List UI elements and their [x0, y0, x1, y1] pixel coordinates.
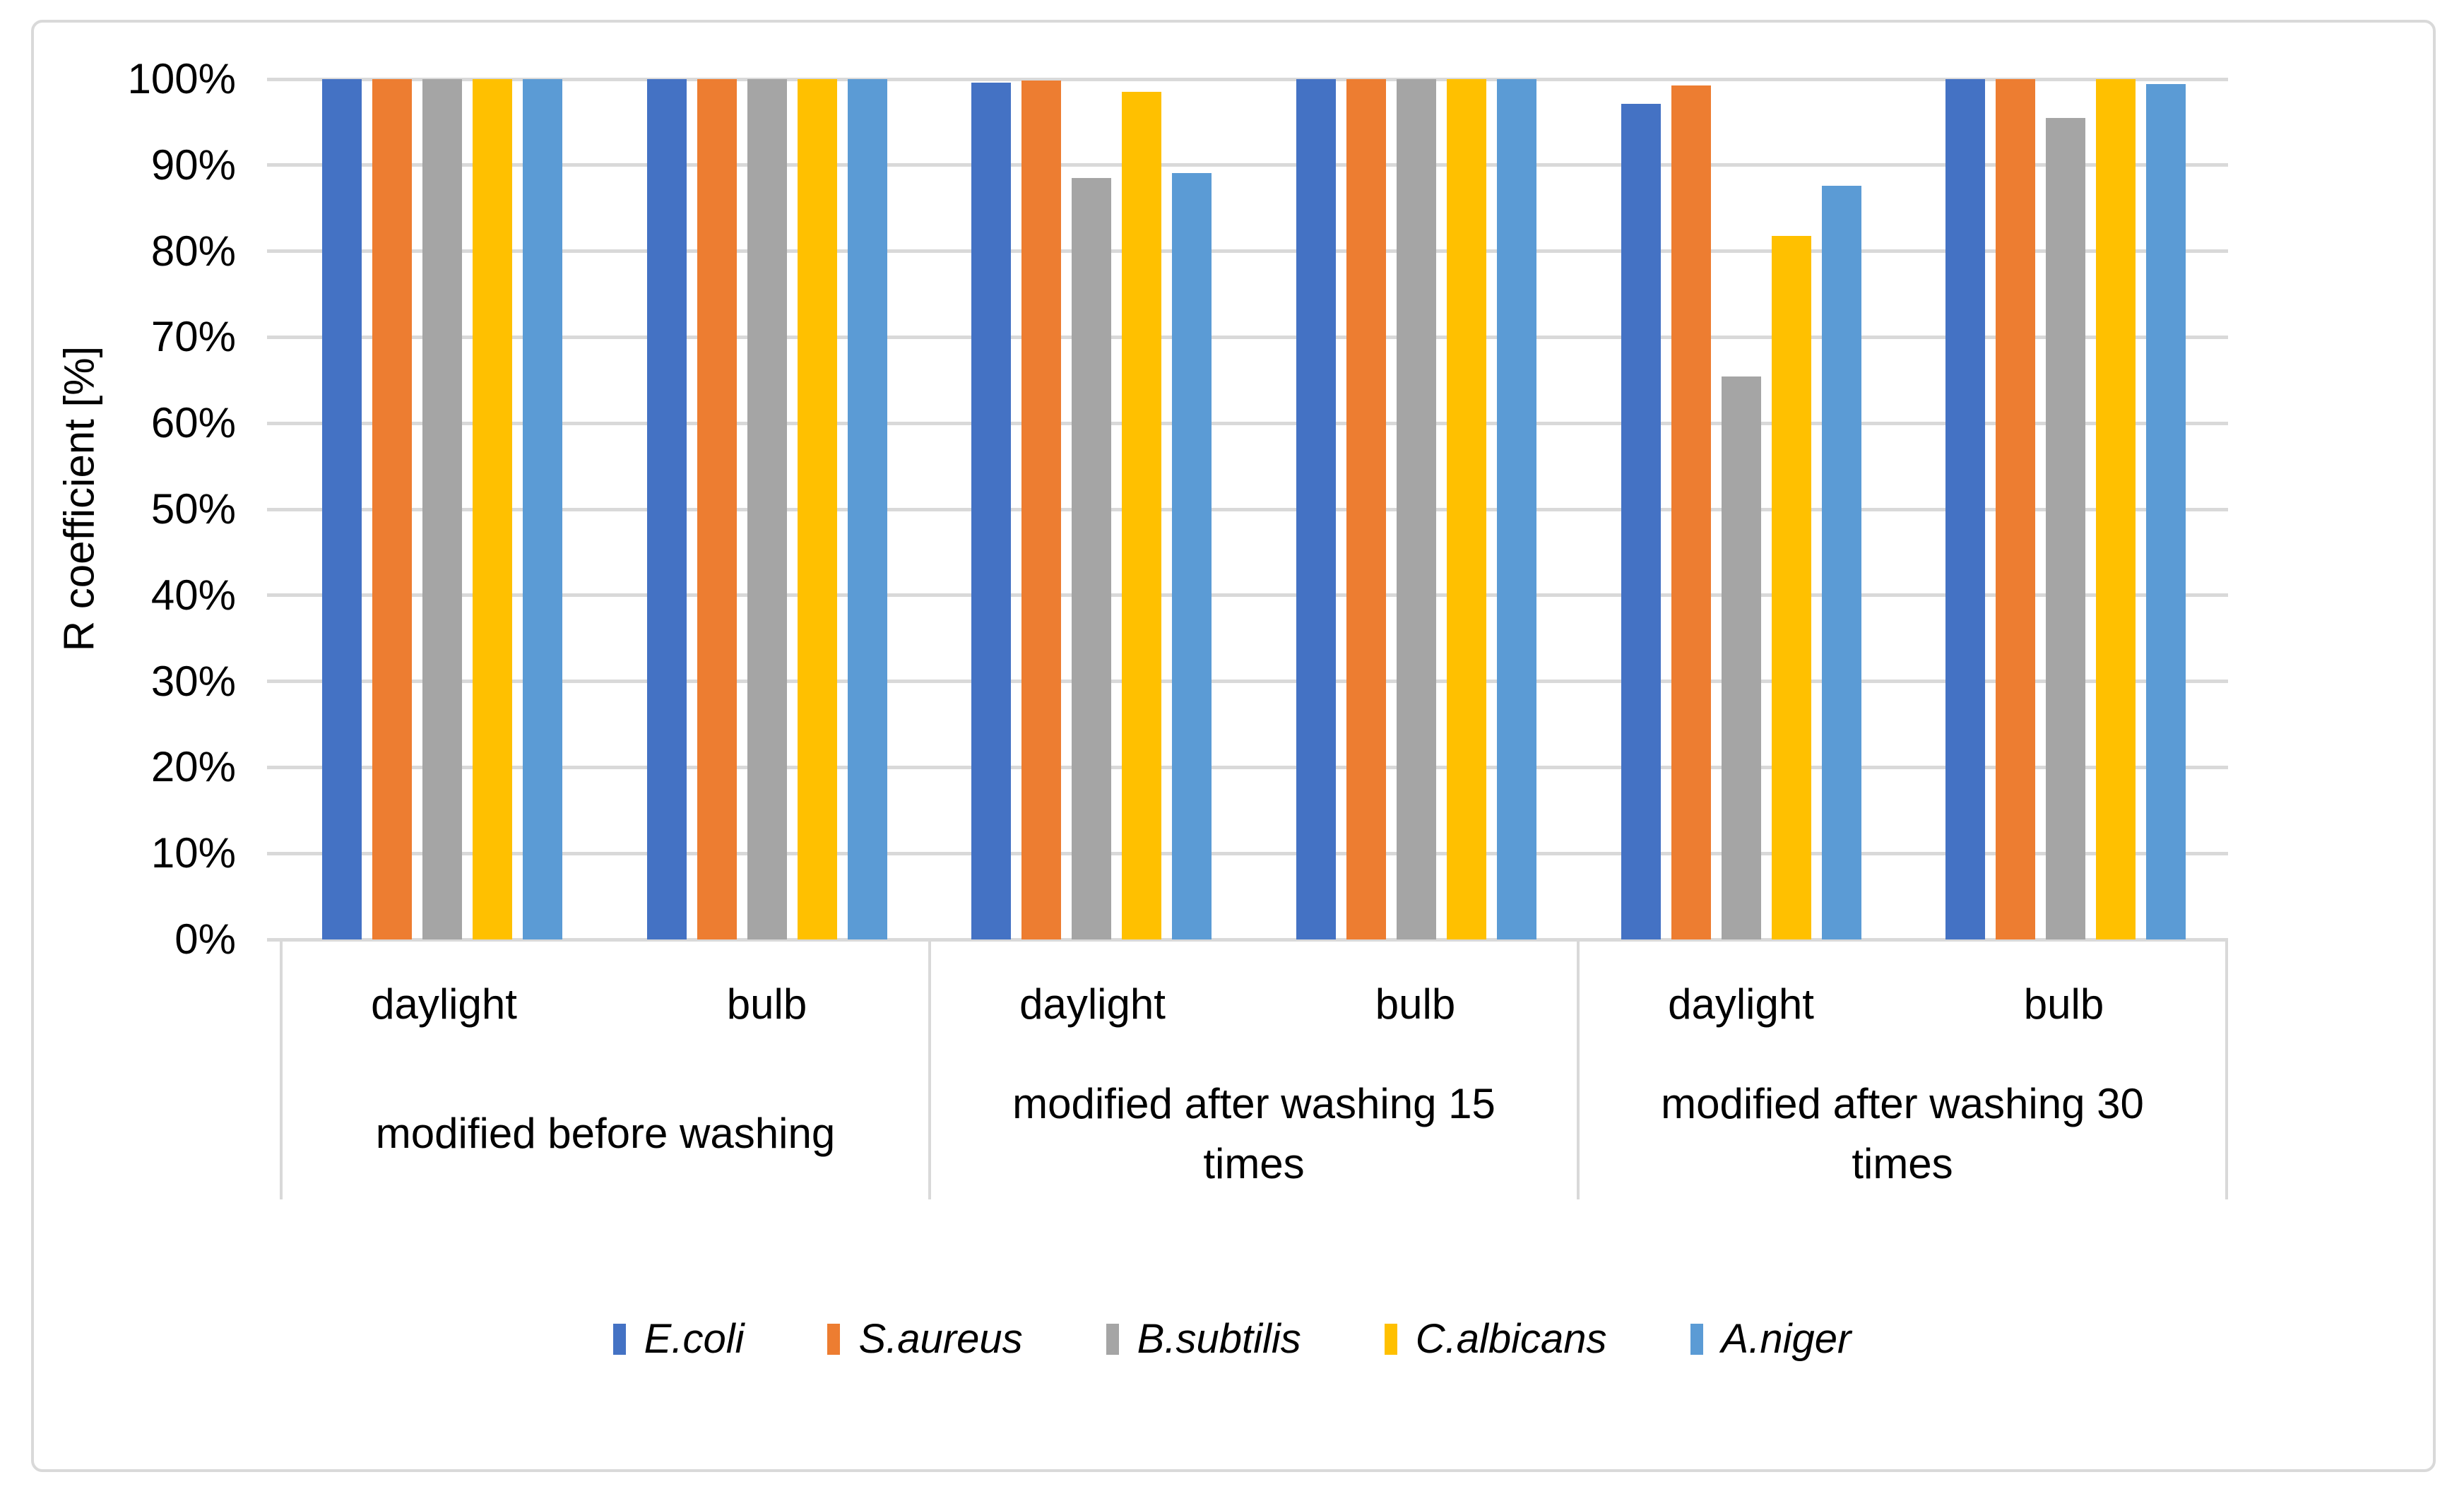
legend-item-s-aureus: S.aureus	[827, 1315, 1023, 1363]
legend-marker-icon	[612, 1323, 626, 1355]
bar-c-albicans-cat0	[472, 79, 512, 939]
bar-s-aureus-cat2	[1021, 81, 1062, 939]
bar-b-subtilis-cat3	[1396, 79, 1436, 939]
y-axis-tick-labels: 0% 10% 20% 30% 40% 50% 60% 70% 80% 90% 100%	[0, 0, 236, 1489]
y-tick-label-50: 50%	[150, 485, 236, 533]
y-tick-label-20: 20%	[150, 743, 236, 791]
gridline-10	[267, 851, 2228, 855]
axis-group-label-wrap-0: modified before washing	[283, 1068, 928, 1199]
bar-series-area	[280, 79, 2228, 939]
legend-marker-icon	[827, 1323, 841, 1355]
legend-label: A.niger	[1721, 1316, 1852, 1362]
axis-group-1: daylight bulb modified after washing 15 ti…	[928, 939, 1577, 1199]
bar-s-aureus-cat4	[1671, 85, 1711, 939]
bar-a-niger-cat0	[522, 79, 562, 939]
bar-e-coli-cat4	[1621, 104, 1661, 939]
legend-item-e-coli: E.coli	[612, 1315, 745, 1363]
legend-label: C.albicans	[1415, 1316, 1607, 1362]
gridline-50	[267, 507, 2228, 511]
bar-e-coli-cat2	[971, 82, 1012, 939]
category-cell-1	[605, 79, 930, 939]
y-tick-label-70: 70%	[150, 313, 236, 361]
y-tick-label-10: 10%	[150, 829, 236, 877]
y-tick-label-80: 80%	[150, 227, 236, 275]
gridline-0	[267, 937, 2228, 942]
legend-label: B.subtilis	[1137, 1316, 1301, 1362]
gridline-70	[267, 335, 2228, 339]
axis-sublabel-2-1: bulb	[2023, 980, 2104, 1028]
category-cell-4	[1579, 79, 1904, 939]
axis-sublabel-1-0: daylight	[1019, 980, 1166, 1028]
axis-group-0: daylight bulb modified before washing	[280, 939, 928, 1199]
bar-b-subtilis-cat0	[422, 79, 462, 939]
bar-s-aureus-cat0	[372, 79, 412, 939]
y-tick-label-90: 90%	[150, 141, 236, 189]
y-tick-label-0: 0%	[174, 915, 236, 963]
legend-item-b-subtilis: B.subtilis	[1106, 1315, 1301, 1363]
axis-subrow-1: daylight bulb	[931, 939, 1577, 1068]
bar-s-aureus-cat3	[1346, 79, 1386, 939]
bar-e-coli-cat5	[1945, 79, 1986, 939]
bar-c-albicans-cat4	[1771, 235, 1811, 939]
axis-group-label-0: modified before washing	[375, 1110, 836, 1158]
bar-b-subtilis-cat2	[1072, 178, 1112, 939]
axis-group-label-wrap-2: modified after washing 30 times	[1580, 1068, 2225, 1199]
category-cell-2	[929, 79, 1254, 939]
gridline-80	[267, 249, 2228, 254]
axis-sublabel-2-0: daylight	[1668, 980, 1814, 1028]
gridline-60	[267, 421, 2228, 425]
bar-a-niger-cat3	[1496, 79, 1536, 939]
y-tick-label-30: 30%	[150, 657, 236, 705]
category-cell-0	[280, 79, 605, 939]
bar-b-subtilis-cat1	[747, 79, 787, 939]
bar-b-subtilis-cat4	[1721, 376, 1761, 939]
bar-c-albicans-cat5	[2096, 79, 2136, 939]
bar-c-albicans-cat2	[1122, 92, 1162, 939]
gridline-40	[267, 593, 2228, 598]
legend: E.coli S.aureus B.subtilis C.albicans A.nige…	[0, 1315, 2464, 1363]
category-cell-3	[1254, 79, 1579, 939]
bar-a-niger-cat5	[2146, 84, 2186, 939]
bar-a-niger-cat2	[1172, 172, 1212, 939]
legend-label: S.aureus	[858, 1316, 1023, 1362]
gridlines	[267, 77, 2228, 942]
bar-b-subtilis-cat5	[2046, 117, 2086, 939]
axis-subrow-0: daylight bulb	[283, 939, 928, 1068]
axis-group-2: daylight bulb modified after washing 30 ti…	[1577, 939, 2228, 1199]
legend-marker-icon	[1384, 1323, 1397, 1355]
axis-sublabel-1-1: bulb	[1375, 980, 1456, 1028]
gridline-30	[267, 680, 2228, 684]
gridline-20	[267, 765, 2228, 769]
legend-label: E.coli	[644, 1316, 745, 1362]
plot-area	[267, 77, 2228, 942]
bar-a-niger-cat4	[1821, 186, 1861, 939]
category-cell-5	[1903, 79, 2228, 939]
y-tick-label-40: 40%	[150, 571, 236, 619]
legend-item-a-niger: A.niger	[1690, 1315, 1852, 1363]
bar-e-coli-cat3	[1296, 79, 1336, 939]
gridline-100	[267, 77, 2228, 81]
bar-s-aureus-cat5	[1996, 79, 2036, 939]
bar-s-aureus-cat1	[697, 79, 737, 939]
gridline-90	[267, 163, 2228, 167]
bar-e-coli-cat1	[646, 79, 687, 939]
axis-subrow-2: daylight bulb	[1580, 939, 2225, 1068]
axis-sublabel-0-0: daylight	[371, 980, 517, 1028]
axis-group-label-1: modified after washing 15 times	[1012, 1079, 1495, 1187]
legend-item-c-albicans: C.albicans	[1384, 1315, 1607, 1363]
legend-marker-icon	[1690, 1323, 1703, 1355]
y-tick-label-100: 100%	[127, 55, 236, 102]
y-tick-label-60: 60%	[150, 399, 236, 447]
bar-e-coli-cat0	[321, 79, 362, 939]
bar-c-albicans-cat1	[797, 79, 837, 939]
axis-group-label-2: modified after washing 30 times	[1661, 1079, 2144, 1187]
bar-c-albicans-cat3	[1446, 79, 1486, 939]
axis-sublabel-0-1: bulb	[726, 980, 807, 1028]
category-axis: daylight bulb modified before washing dayli…	[280, 939, 2228, 1199]
bar-a-niger-cat1	[847, 79, 887, 939]
legend-marker-icon	[1106, 1323, 1119, 1355]
axis-group-label-wrap-1: modified after washing 15 times	[931, 1068, 1577, 1199]
